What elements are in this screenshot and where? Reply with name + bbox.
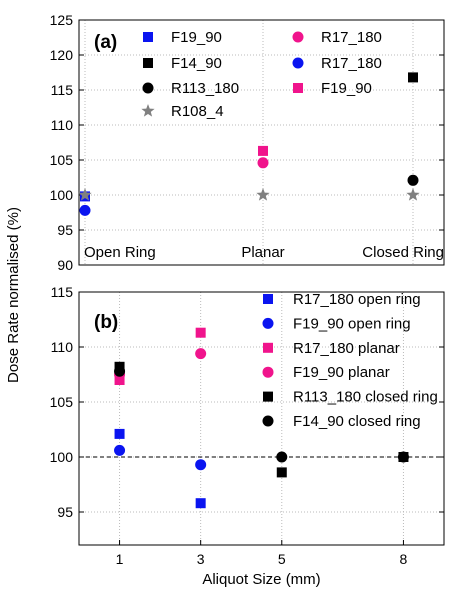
data-point [276, 467, 287, 478]
data-point [195, 327, 206, 338]
data-point [114, 428, 125, 439]
legend-label: R108_4 [171, 103, 224, 120]
legend-marker [143, 32, 153, 42]
category-label: Open Ring [84, 244, 156, 261]
data-point [195, 459, 207, 471]
panel-b: 95 100 105 110 115 1 3 5 8 (b) Aliquot Size (mm) R1… [50, 284, 445, 588]
panel-label: (a) [94, 32, 117, 53]
data-point [406, 188, 420, 201]
legend-marker [262, 366, 274, 378]
legend-marker [141, 104, 155, 117]
legend-marker [262, 317, 274, 329]
y-tick-label: 100 [50, 187, 74, 203]
legend-label: F19_90 planar [293, 364, 390, 381]
legend-marker [263, 294, 273, 304]
y-tick-label: 115 [51, 82, 74, 98]
legend-label: F19_90 [171, 29, 222, 46]
y-tick-label: 115 [51, 284, 74, 300]
y-tick-label: 105 [50, 152, 74, 168]
legend-label: R17_180 planar [293, 340, 400, 357]
legend-marker [292, 31, 304, 43]
legend-marker [263, 342, 273, 353]
x-tick-label: 3 [197, 551, 205, 567]
data-point [195, 498, 206, 509]
legend-label: R17_180 open ring [293, 291, 421, 308]
x-axis-label: Aliquot Size (mm) [202, 571, 320, 588]
legend-label: R113_180 [171, 80, 239, 97]
legend-marker [263, 391, 273, 402]
legend-label: F19_90 open ring [293, 315, 411, 332]
y-tick-label: 90 [57, 257, 73, 273]
plot-frame [78, 19, 445, 266]
y-tick-label: 120 [50, 47, 74, 63]
data-point [114, 365, 126, 377]
data-point [78, 188, 92, 201]
data-point [79, 204, 91, 216]
plot-frame [78, 291, 445, 546]
y-tick-label: 105 [50, 394, 74, 410]
y-tick-label: 125 [50, 12, 74, 28]
legend-label: F14_90 closed ring [293, 413, 421, 430]
category-label: Closed Ring [362, 244, 444, 261]
data-point [408, 72, 418, 83]
y-tick-label: 100 [50, 449, 74, 465]
legend-marker [142, 82, 154, 94]
data-point [407, 174, 419, 186]
x-tick-label: 5 [278, 551, 286, 567]
y-tick-label: 95 [57, 222, 73, 238]
legend-label: R17_180 [321, 55, 382, 72]
legend-marker [262, 415, 274, 427]
y-tick-label: 110 [51, 117, 74, 133]
data-point [257, 157, 269, 169]
x-tick-label: 8 [400, 551, 408, 567]
panel-label: (b) [94, 312, 118, 333]
legend-marker [293, 83, 303, 93]
data-point [276, 451, 288, 463]
legend-label: F19_90 [321, 80, 372, 97]
data-point [397, 451, 409, 463]
panel-a: 90 95 100 105 110 115 120 125 Open Ring Planar Clo… [50, 12, 445, 273]
data-point [114, 444, 126, 456]
legend-label: R17_180 [321, 29, 382, 46]
data-point [256, 188, 270, 201]
x-tick-label: 1 [116, 551, 124, 567]
data-point [195, 348, 207, 360]
legend-label: R113_180 closed ring [293, 389, 438, 406]
y-tick-label: 95 [57, 504, 73, 520]
data-point [258, 145, 268, 156]
legend-marker [143, 58, 153, 68]
shared-y-axis-label: Dose Rate normalised (%) [5, 207, 22, 383]
legend-label: F14_90 [171, 55, 222, 72]
y-tick-label: 110 [51, 339, 74, 355]
category-label: Planar [241, 244, 284, 261]
legend-marker [292, 57, 304, 69]
